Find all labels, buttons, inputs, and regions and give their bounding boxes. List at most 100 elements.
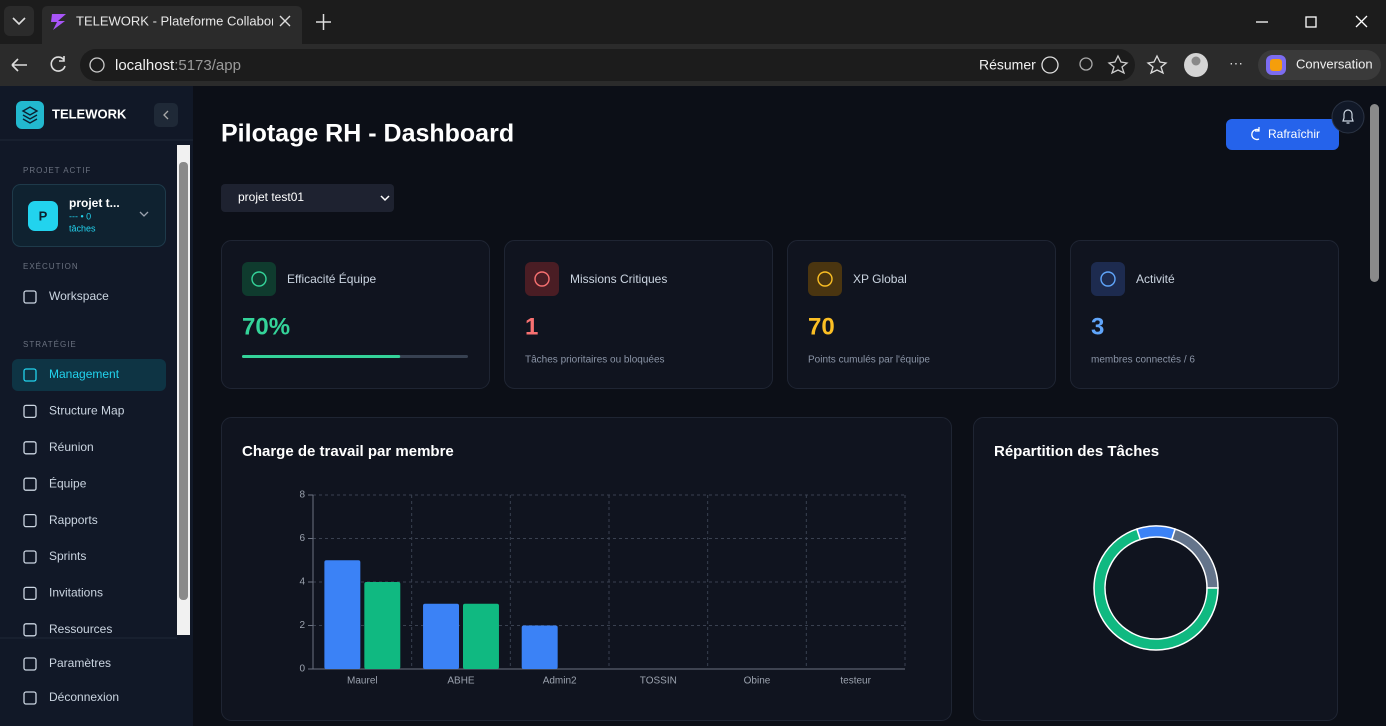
tab-menu-button[interactable] (4, 6, 34, 36)
close-window[interactable] (1355, 15, 1368, 28)
nav-item[interactable]: Équipe (49, 475, 87, 490)
back-button[interactable] (11, 58, 27, 72)
stat-value: 1 (525, 313, 538, 340)
select-chevron (380, 195, 390, 202)
nav-icon (23, 691, 37, 705)
project-tasks: tâches (69, 223, 96, 233)
tab-title: TELEWORK - Plateforme Collabora (76, 13, 283, 28)
zoom-icon[interactable] (1079, 57, 1093, 71)
nav-item[interactable]: Management (49, 367, 120, 381)
favorite-icon[interactable] (1107, 54, 1129, 75)
tab-close[interactable] (279, 15, 291, 27)
stat-icon-glyph (534, 271, 550, 287)
y-tick-label: 0 (299, 664, 305, 675)
nav-icon (23, 290, 37, 304)
chart-title: Charge de travail par membre (242, 443, 454, 460)
refresh-button[interactable] (1226, 119, 1339, 150)
refresh-icon (1251, 127, 1260, 141)
y-tick-label: 8 (299, 490, 305, 501)
summarize-icon (1041, 56, 1059, 74)
nav-icon (23, 513, 37, 528)
nav-icon (23, 441, 37, 455)
active-tab[interactable] (42, 6, 302, 44)
tab-favicon (51, 14, 66, 30)
notifications-button[interactable] (1331, 100, 1365, 134)
copilot-label: Conversation (1296, 56, 1373, 71)
chart-title: Répartition des Tâches (994, 443, 1159, 460)
bar (364, 582, 401, 669)
y-tick-label: 4 (299, 577, 305, 588)
y-tick-label: 6 (299, 533, 305, 544)
x-tick-label: ABHE (447, 676, 475, 687)
url-path: :5173/app (174, 57, 241, 74)
stat-title: Activité (1136, 272, 1175, 286)
nav-item[interactable]: Paramètres (49, 656, 111, 670)
nav-item[interactable]: Workspace (49, 289, 109, 303)
chart-card (973, 417, 1338, 721)
section-label: STRATÉGIE (23, 340, 77, 349)
favorites-icon[interactable] (1146, 54, 1168, 75)
brand-logo-icon (21, 106, 39, 124)
nav-item[interactable]: Sprints (49, 549, 86, 563)
copilot-button[interactable] (1258, 50, 1381, 80)
y-tick-label: 2 (299, 620, 305, 631)
nav-item[interactable]: Structure Map (49, 404, 125, 418)
stat-subtitle: Points cumulés par l'équipe (808, 355, 930, 366)
nav-item[interactable]: Réunion (49, 440, 94, 454)
x-tick-label: TOSSIN (640, 676, 677, 687)
donut-segment (1093, 528, 1219, 651)
address-bar[interactable] (80, 49, 1135, 81)
stat-value: 70% (242, 313, 290, 340)
reload-button[interactable] (50, 56, 66, 72)
stat-icon (1091, 262, 1125, 296)
stat-icon (242, 262, 276, 296)
collapse-button[interactable] (154, 103, 178, 127)
nav-icon (23, 368, 37, 382)
nav-icon (23, 586, 37, 601)
stat-card (1070, 240, 1339, 389)
stat-icon-glyph (251, 271, 267, 287)
progress-fill (242, 355, 401, 358)
page-scroll-thumb[interactable] (1370, 104, 1379, 282)
nav-item[interactable]: Invitations (49, 586, 103, 600)
project-select[interactable] (221, 184, 394, 212)
stat-card (504, 240, 773, 389)
chevron-icon (12, 17, 26, 26)
stat-icon (808, 262, 842, 296)
collapse-icon (163, 110, 169, 120)
x-tick-label: Admin2 (543, 676, 577, 687)
nav-icon (23, 657, 37, 671)
site-info[interactable] (89, 57, 105, 73)
nav-item[interactable]: Rapports (49, 513, 98, 527)
nav-active-bg (12, 359, 166, 391)
project-avatar (28, 201, 58, 231)
restore[interactable] (1305, 16, 1317, 28)
nav-item[interactable]: Ressources (49, 622, 112, 636)
page-title: Pilotage RH - Dashboard (221, 120, 514, 148)
stat-icon-glyph (1100, 271, 1116, 287)
project-select-value: projet test01 (238, 190, 304, 204)
section-label: EXÉCUTION (23, 262, 79, 271)
stat-icon (525, 262, 559, 296)
nav-icon (23, 550, 37, 564)
sidebar-scroll-thumb[interactable] (179, 162, 188, 600)
brand-name: TELEWORK (52, 106, 127, 121)
nav-item[interactable]: Déconnexion (49, 690, 119, 704)
stat-value: 3 (1091, 313, 1104, 340)
new-tab[interactable] (316, 14, 331, 30)
more-menu[interactable]: ··· (1229, 55, 1243, 71)
bar (324, 560, 361, 669)
x-tick-label: Obine (744, 676, 771, 687)
stat-card (221, 240, 490, 389)
stat-subtitle: Tâches prioritaires ou bloquées (525, 355, 665, 366)
copilot-icon-inner (1270, 59, 1282, 71)
summarize[interactable]: Résumer (979, 57, 1036, 73)
avatar-head (1191, 56, 1201, 66)
bar (463, 603, 499, 669)
bar (521, 625, 558, 669)
x-tick-label: Maurel (347, 676, 378, 687)
nav-icon (23, 404, 37, 419)
nav-icon (23, 623, 37, 637)
chart-card (221, 417, 952, 721)
